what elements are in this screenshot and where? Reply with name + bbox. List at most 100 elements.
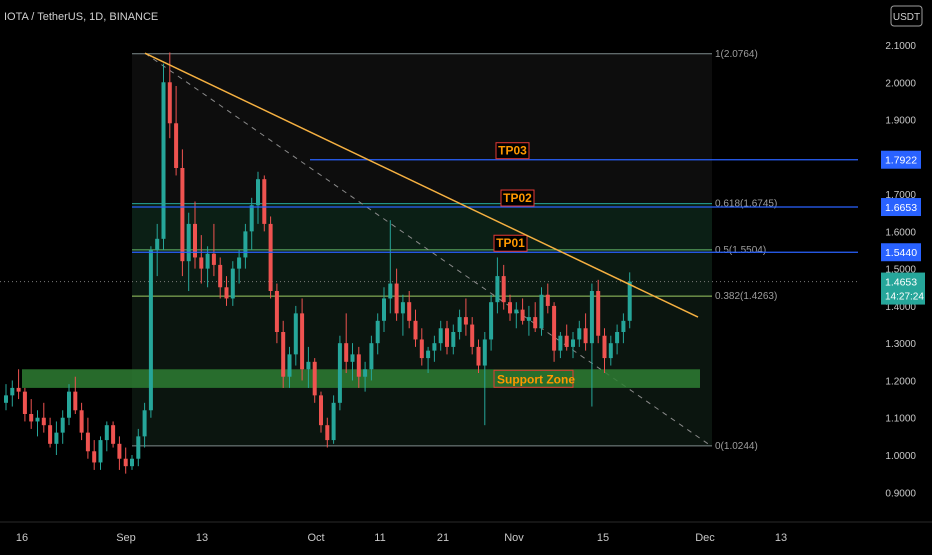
candle-body bbox=[533, 317, 538, 329]
candle-body bbox=[545, 294, 550, 306]
current-price-badge bbox=[881, 272, 925, 305]
price-axis-tick-label: 1.5000 bbox=[885, 265, 916, 276]
candle-body bbox=[482, 339, 487, 366]
candle-body bbox=[583, 328, 588, 344]
price-axis-tick-label: 1.4000 bbox=[885, 302, 916, 313]
candle-body bbox=[445, 328, 449, 347]
candle-body bbox=[438, 328, 443, 344]
candle-body bbox=[400, 302, 405, 314]
candle-body bbox=[205, 253, 210, 269]
take-profit-price-badge bbox=[881, 243, 921, 262]
candle-body bbox=[54, 432, 59, 444]
candle-body bbox=[589, 291, 594, 344]
candle-body bbox=[476, 346, 481, 366]
candle-body bbox=[211, 253, 216, 265]
candle-body bbox=[495, 276, 500, 303]
support-zone-rect[interactable] bbox=[22, 369, 700, 388]
candle-body bbox=[571, 339, 575, 347]
fib-zone bbox=[132, 249, 712, 297]
price-axis-tick-label: 1.9000 bbox=[885, 116, 916, 127]
candle-body bbox=[432, 343, 437, 351]
candle-body bbox=[161, 82, 166, 239]
candle-body bbox=[281, 332, 286, 377]
candlesticks bbox=[4, 52, 632, 474]
support-zone[interactable] bbox=[22, 369, 700, 388]
candle-body bbox=[319, 395, 323, 426]
candle-body bbox=[608, 343, 613, 359]
take-profit-price-badge bbox=[881, 150, 921, 169]
candle-body bbox=[174, 123, 179, 168]
candle-body bbox=[577, 328, 582, 340]
candle-body bbox=[249, 205, 254, 232]
candle-body bbox=[287, 354, 292, 377]
candle-body bbox=[627, 281, 632, 321]
candle-body bbox=[596, 291, 601, 336]
take-profit-price-badge-label: 1.5440 bbox=[885, 247, 917, 259]
time-axis-tick-label: 13 bbox=[775, 532, 787, 544]
candle-body bbox=[312, 361, 317, 396]
candle-body bbox=[501, 276, 506, 303]
candle-body bbox=[35, 417, 40, 422]
candle-body bbox=[123, 458, 128, 467]
fibonacci-levels[interactable]: 1(2.0764) 0.618(1.6745) 0.5(1.5504) 0.382(1… bbox=[132, 49, 777, 452]
candle-body bbox=[363, 369, 368, 377]
fib-level-label: 1(2.0764) bbox=[715, 49, 758, 60]
candle-body bbox=[4, 395, 8, 403]
price-axis-tick-label: 1.3000 bbox=[885, 339, 916, 350]
countdown-label: 14:27:24 bbox=[885, 292, 924, 303]
candle-body bbox=[463, 317, 468, 325]
candle-body bbox=[180, 168, 185, 262]
candle-body bbox=[92, 451, 97, 463]
candle-body bbox=[369, 343, 374, 370]
candle-body bbox=[256, 179, 260, 206]
price-axis-badges: 1.7922 1.6653 1.5440 1.4653 14:27:24 bbox=[881, 150, 925, 305]
support-zone-label: Support Zone bbox=[497, 372, 575, 386]
candle-body bbox=[243, 231, 248, 258]
candle-body bbox=[218, 264, 223, 288]
time-axis-tick-label: Oct bbox=[307, 532, 324, 544]
candle-body bbox=[489, 302, 494, 340]
candle-body bbox=[193, 223, 197, 258]
candle-body bbox=[413, 320, 418, 340]
candle-body bbox=[558, 335, 563, 351]
fib-level-label: 0(1.0244) bbox=[715, 441, 758, 452]
candle-body bbox=[419, 339, 424, 359]
candle-body bbox=[16, 387, 21, 392]
candle-body bbox=[350, 354, 355, 362]
candle-body bbox=[344, 343, 349, 362]
take-profit-label-box bbox=[493, 234, 528, 252]
candle-body bbox=[224, 287, 229, 299]
candle-body bbox=[426, 350, 431, 359]
candle-body bbox=[67, 391, 71, 418]
take-profit-price-badge-label: 1.7922 bbox=[885, 155, 917, 167]
candle-body bbox=[602, 335, 607, 359]
candle-body bbox=[375, 320, 380, 344]
time-axis-ticks: 16 Sep 13 Oct 11 21 Nov 15 Dec 13 bbox=[16, 532, 787, 544]
descending-trendline[interactable] bbox=[144, 52, 699, 318]
candle-body bbox=[29, 414, 34, 422]
time-axis-tick-label: 11 bbox=[374, 532, 385, 544]
candle-body bbox=[508, 302, 512, 314]
candle-body bbox=[104, 425, 109, 441]
candle-body bbox=[520, 309, 525, 321]
candle-body bbox=[186, 223, 191, 262]
candle-body bbox=[564, 335, 569, 347]
take-profit-price-badge-label: 1.6653 bbox=[885, 202, 917, 214]
price-axis-tick-label: 0.9000 bbox=[885, 488, 916, 499]
take-profit-label: TP01 bbox=[496, 236, 525, 250]
time-axis[interactable]: 16 Sep 13 Oct 11 21 Nov 15 Dec 13 bbox=[0, 521, 932, 544]
fib-zone bbox=[132, 203, 712, 250]
take-profit-lines[interactable]: TP03 TP02 TP01 bbox=[132, 142, 858, 253]
time-axis-tick-label: 13 bbox=[196, 532, 208, 544]
candle-body bbox=[394, 283, 399, 314]
price-axis-tick-label: 1.7000 bbox=[885, 190, 916, 201]
price-axis-tick-label: 1.6000 bbox=[885, 227, 916, 238]
price-axis-tick-label: 2.1000 bbox=[885, 41, 916, 52]
candle-body bbox=[60, 417, 65, 433]
currency-badge[interactable]: USDT bbox=[890, 5, 923, 27]
support-zone-label-box bbox=[493, 369, 574, 388]
candle-body bbox=[526, 317, 531, 321]
fib-level-label: 0.618(1.6745) bbox=[715, 199, 777, 210]
